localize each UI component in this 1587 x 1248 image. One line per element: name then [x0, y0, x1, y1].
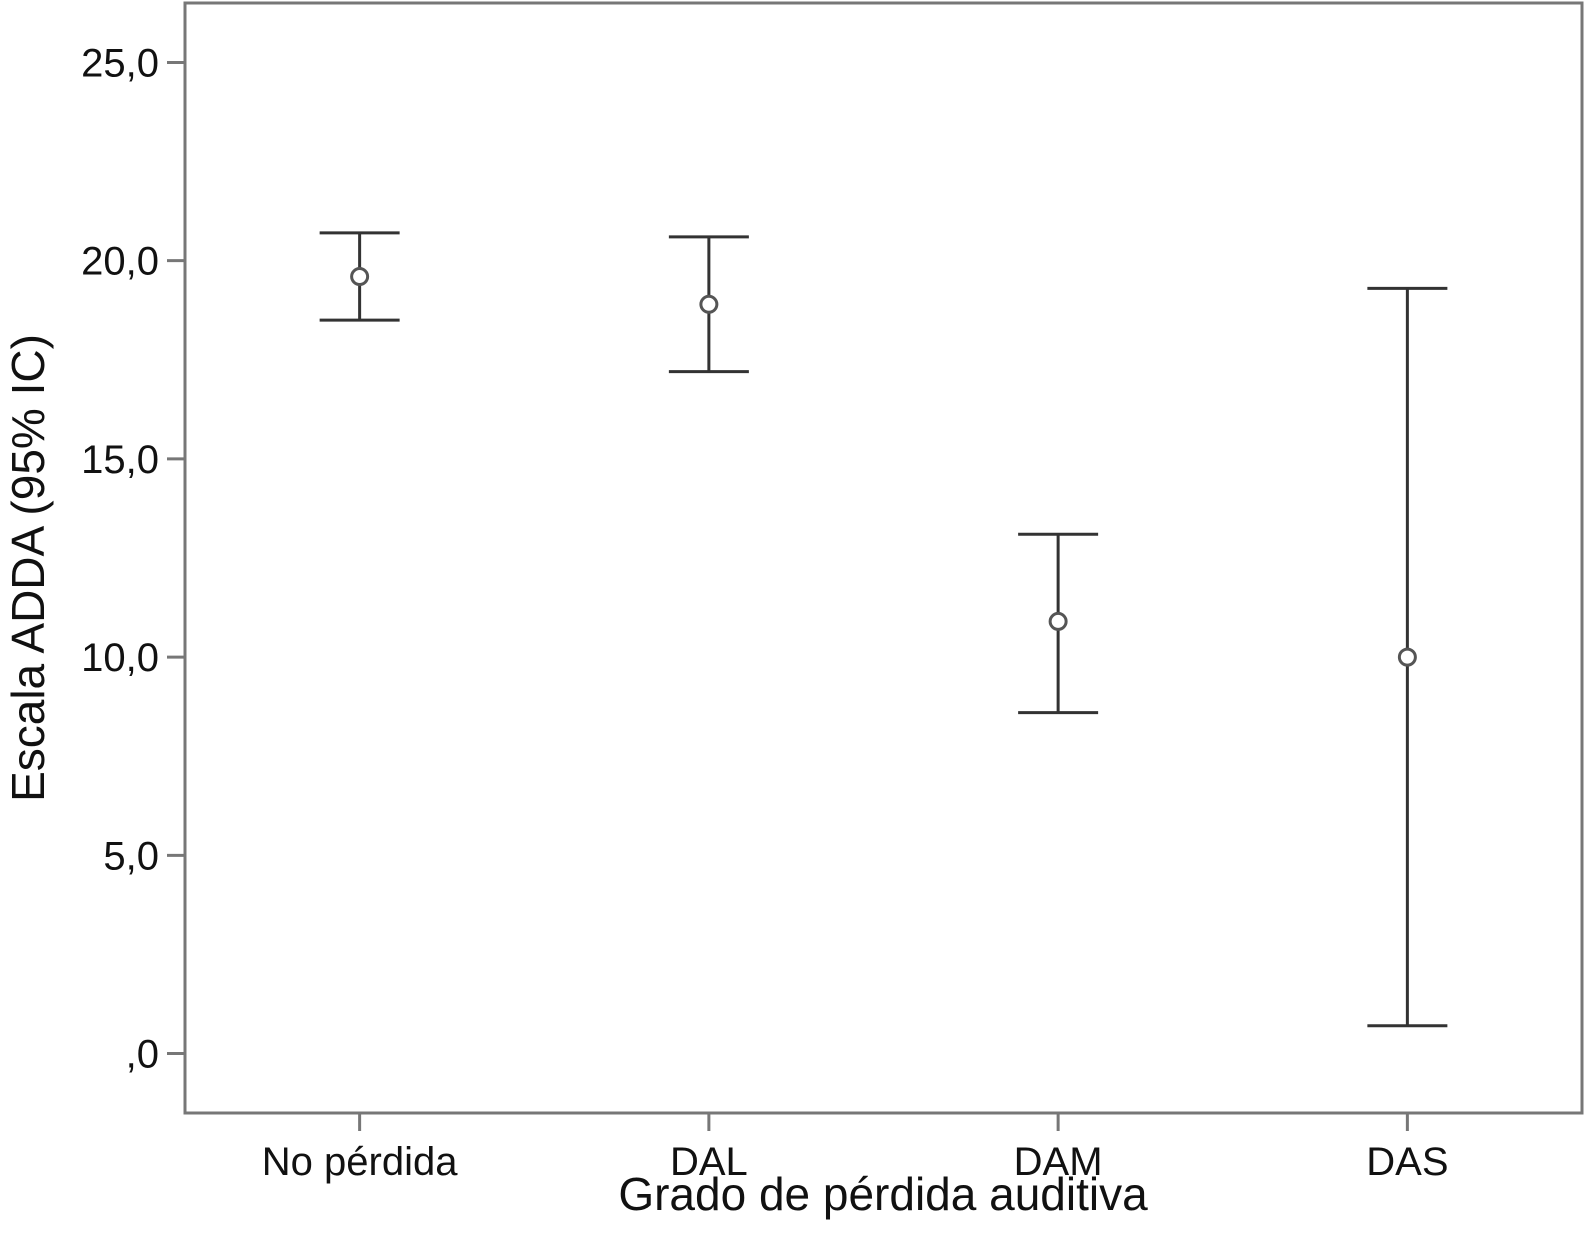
- x-tick-label: DAL: [670, 1140, 748, 1184]
- error-bar-group: [668, 235, 749, 374]
- y-tick-label: 15,0: [81, 438, 159, 482]
- mean-marker: [1048, 611, 1068, 631]
- error-bar-group: [1018, 532, 1099, 715]
- x-tick-label: DAM: [1014, 1140, 1103, 1184]
- mean-marker: [1397, 647, 1417, 667]
- y-tick-label: 10,0: [81, 636, 159, 680]
- x-tick-label: No pérdida: [262, 1140, 458, 1184]
- error-bar-group: [1367, 286, 1448, 1028]
- y-axis-title: Escala ADDA (95% IC): [2, 334, 54, 802]
- x-tick-label: DAS: [1366, 1140, 1448, 1184]
- error-bars: [319, 231, 1448, 1028]
- error-bar-group: [319, 231, 400, 322]
- mean-marker: [350, 267, 370, 287]
- x-axis-title: Grado de pérdida auditiva: [618, 1168, 1148, 1220]
- y-tick-label: 25,0: [81, 41, 159, 85]
- y-tick-label: 20,0: [81, 240, 159, 284]
- y-tick-label: ,0: [126, 1033, 159, 1077]
- plot-frame: [183, 1, 1584, 1115]
- y-tick-label: 5,0: [103, 834, 159, 878]
- x-axis: No pérdida DAL DAM DAS: [262, 1113, 1449, 1184]
- y-axis: ,0 5,0 10,0 15,0 20,0 25,0: [81, 41, 185, 1077]
- mean-marker: [699, 294, 719, 314]
